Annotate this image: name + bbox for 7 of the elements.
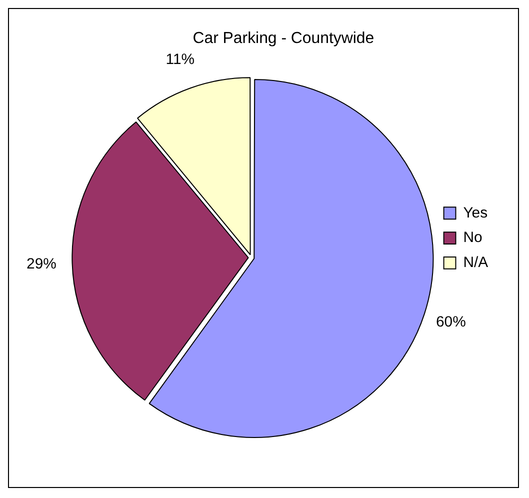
legend-label: No <box>463 229 482 246</box>
data-label: 11% <box>166 51 195 68</box>
chart-title: Car Parking - Countywide <box>192 30 374 47</box>
legend-label: Yes <box>463 204 488 222</box>
data-label: 29% <box>26 255 56 272</box>
legend-label: N/A <box>463 254 488 272</box>
data-label: 60% <box>436 314 466 331</box>
